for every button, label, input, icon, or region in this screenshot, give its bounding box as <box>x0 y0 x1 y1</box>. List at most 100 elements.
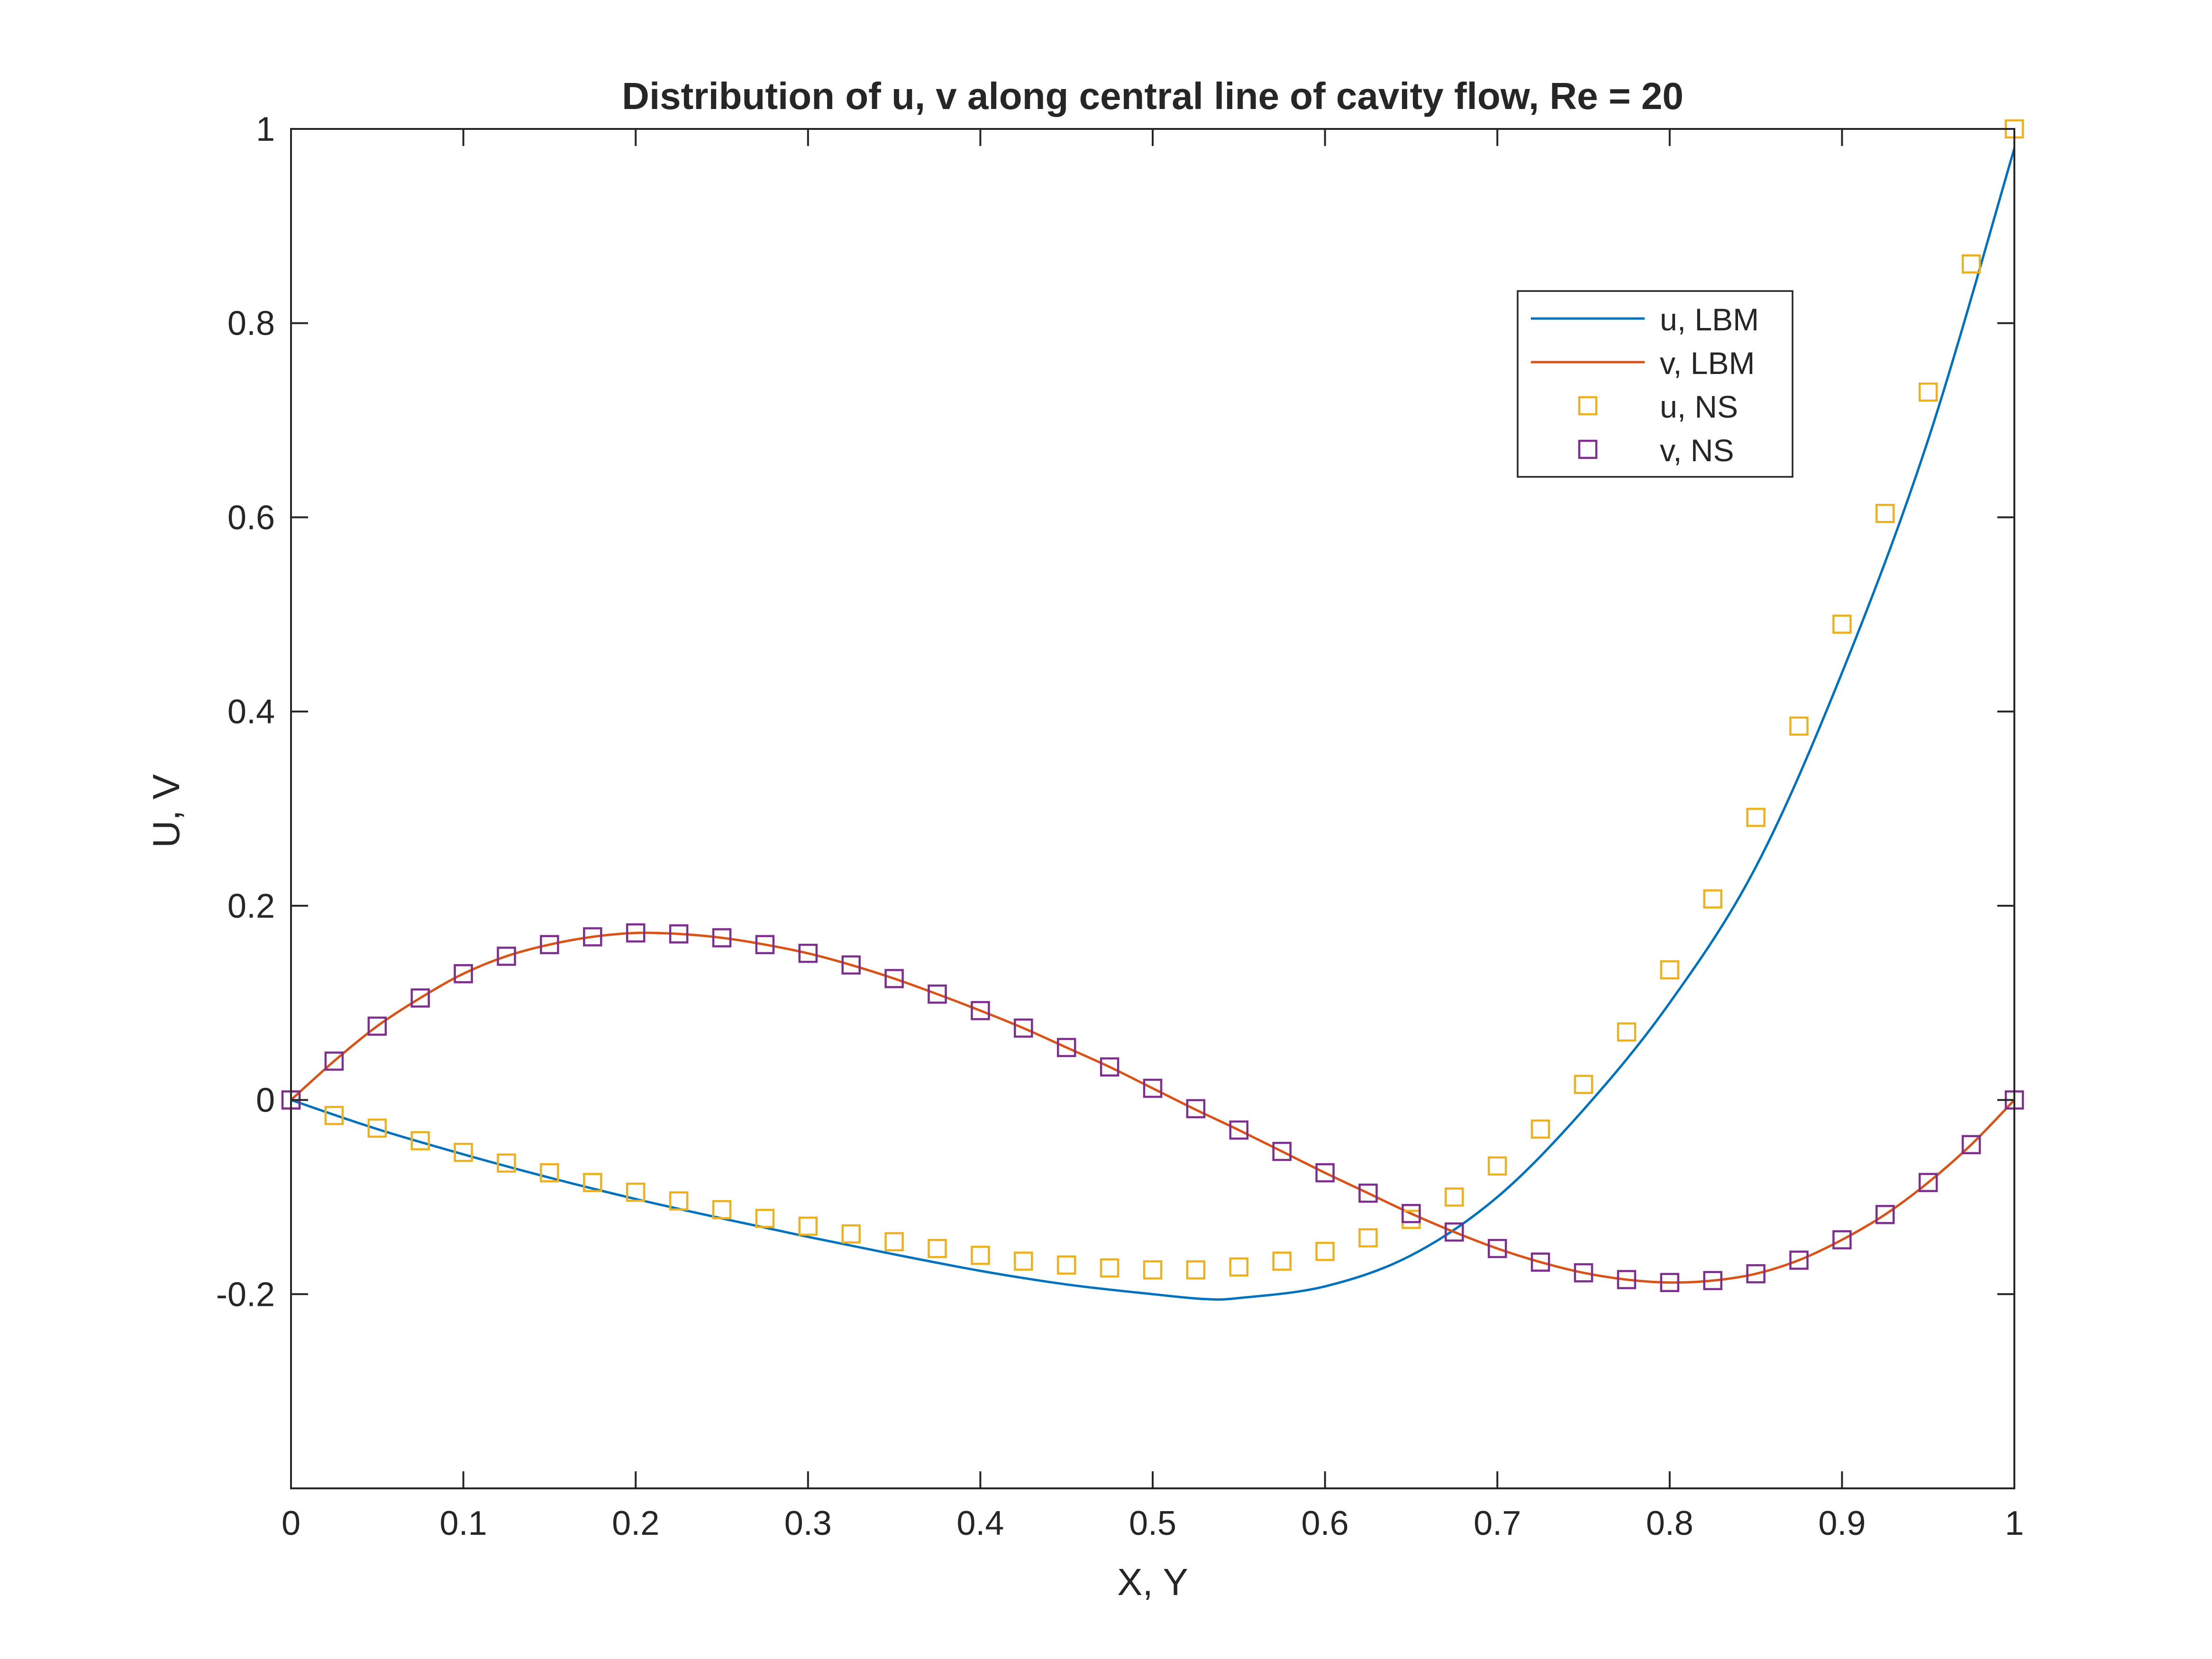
marker-u-ns <box>1100 1258 1120 1278</box>
marker-v-ns <box>1402 1204 1421 1223</box>
marker-u-ns <box>1143 1260 1163 1280</box>
legend-box <box>1517 290 1793 478</box>
series-line-v-lbm <box>291 931 2014 1284</box>
marker-u-ns <box>540 1163 559 1183</box>
legend-entry: u, LBM <box>1531 302 1759 337</box>
marker-u-ns <box>841 1224 861 1244</box>
y-tick-label: 0.2 <box>228 887 275 925</box>
marker-v-ns <box>1100 1057 1120 1077</box>
y-tick-label: 0.6 <box>228 499 275 537</box>
marker-u-ns <box>454 1142 473 1162</box>
x-tick-label: 0.3 <box>784 1504 832 1542</box>
legend: u, LBM v, LBM u, NS v, NS <box>1517 290 1793 478</box>
marker-v-ns <box>1617 1270 1637 1289</box>
marker-v-ns <box>1875 1205 1895 1224</box>
marker-v-ns <box>1703 1271 1722 1290</box>
marker-u-ns <box>497 1153 516 1173</box>
x-tick-label: 0.6 <box>1302 1504 1349 1542</box>
marker-u-ns <box>1703 889 1722 909</box>
legend-entry: v, LBM <box>1531 346 1755 381</box>
y-tick-label: 0.4 <box>228 693 275 731</box>
marker-u-ns <box>798 1216 818 1236</box>
marker-u-ns <box>1229 1257 1249 1277</box>
marker-v-ns <box>1918 1173 1938 1192</box>
marker-u-ns <box>1014 1251 1033 1271</box>
marker-v-ns <box>1056 1038 1076 1057</box>
y-tick-label: 1 <box>256 110 275 148</box>
marker-v-ns <box>1315 1163 1335 1183</box>
marker-u-ns <box>410 1131 430 1150</box>
marker-u-ns <box>1445 1187 1464 1207</box>
marker-v-ns <box>1445 1222 1464 1242</box>
marker-u-ns <box>1617 1022 1637 1042</box>
marker-v-ns <box>1789 1250 1809 1270</box>
x-tick-label: 0.1 <box>440 1504 487 1542</box>
marker-u-ns <box>1789 716 1809 736</box>
marker-u-ns <box>1660 960 1680 980</box>
legend-marker-swatch <box>1578 396 1598 416</box>
legend-label: u, NS <box>1660 389 1738 424</box>
marker-v-ns <box>1746 1264 1766 1284</box>
marker-v-ns <box>1143 1078 1163 1098</box>
legend-entry: v, NS <box>1578 433 1734 468</box>
marker-u-ns <box>755 1209 775 1228</box>
marker-v-ns <box>626 923 646 943</box>
marker-u-ns <box>669 1191 689 1211</box>
marker-u-ns <box>1918 382 1938 402</box>
marker-v-ns <box>583 927 602 947</box>
marker-u-ns <box>324 1106 344 1125</box>
marker-v-ns <box>324 1051 344 1071</box>
plot-area <box>281 119 2024 1301</box>
marker-v-ns <box>410 988 430 1008</box>
marker-u-ns <box>884 1232 904 1251</box>
marker-u-ns <box>971 1246 990 1265</box>
marker-u-ns <box>1315 1241 1335 1261</box>
marker-v-ns <box>755 935 775 955</box>
marker-u-ns <box>1056 1255 1076 1275</box>
marker-v-ns <box>884 969 904 988</box>
marker-v-ns <box>669 924 689 944</box>
x-tick-label: 1 <box>2005 1504 2024 1542</box>
x-tick-label: 0.8 <box>1646 1504 1693 1542</box>
legend-marker-swatch <box>1578 439 1598 459</box>
marker-u-ns <box>1832 614 1852 634</box>
marker-v-ns <box>1574 1263 1593 1283</box>
marker-v-ns <box>712 928 732 948</box>
marker-v-ns <box>798 943 818 963</box>
marker-v-ns <box>1229 1120 1249 1140</box>
marker-v-ns <box>1358 1183 1378 1203</box>
marker-u-ns <box>1746 808 1766 827</box>
marker-v-ns <box>1660 1273 1680 1292</box>
marker-u-ns <box>928 1239 947 1258</box>
x-axis-label: X, Y <box>1117 1561 1188 1603</box>
axes: 0 0.1 0.2 0.3 0.4 0.5 0.6 0.7 0.8 0.9 1 -0.2 0 0.2 0.4… <box>216 110 2024 1542</box>
chart-title: Distribution of u, v along central line … <box>622 75 1684 117</box>
marker-v-ns <box>1832 1230 1852 1249</box>
marker-u-ns <box>1186 1260 1206 1280</box>
legend-entry: u, NS <box>1578 389 1738 424</box>
marker-u-ns <box>712 1200 732 1220</box>
marker-v-ns <box>1530 1252 1550 1272</box>
marker-v-ns <box>1487 1239 1507 1258</box>
x-tick-label: 0.9 <box>1818 1504 1866 1542</box>
marker-v-ns <box>1961 1135 1981 1155</box>
marker-v-ns <box>928 984 947 1004</box>
marker-u-ns <box>367 1118 387 1138</box>
x-tick-label: 0.2 <box>612 1504 659 1542</box>
marker-u-ns <box>583 1173 602 1192</box>
marker-v-ns <box>841 955 861 975</box>
x-tick-label: 0 <box>282 1504 300 1542</box>
marker-u-ns <box>1530 1119 1550 1139</box>
marker-v-ns <box>1014 1018 1033 1038</box>
x-tick-label: 0.5 <box>1129 1504 1176 1542</box>
marker-u-ns <box>1272 1251 1292 1271</box>
marker-u-ns <box>1574 1075 1593 1094</box>
legend-label: u, LBM <box>1660 302 1759 337</box>
marker-v-ns <box>367 1016 387 1036</box>
y-axis-label: U, V <box>145 774 187 848</box>
marker-v-ns <box>540 935 559 955</box>
marker-u-ns <box>1961 254 1981 274</box>
marker-u-ns <box>1358 1228 1378 1248</box>
